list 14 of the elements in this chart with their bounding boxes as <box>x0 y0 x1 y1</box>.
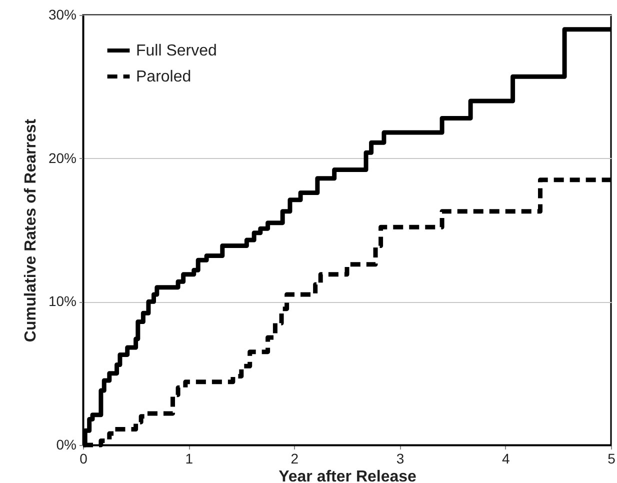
y-tick-label: 20% <box>48 150 76 166</box>
x-tick-label: 3 <box>396 450 404 466</box>
x-tick-label: 5 <box>608 450 616 466</box>
x-tick-label: 2 <box>290 450 299 466</box>
x-tick-label: 0 <box>80 450 88 466</box>
x-tick-label: 1 <box>185 450 194 466</box>
y-tick-label: 10% <box>48 293 76 310</box>
legend-label: Paroled <box>136 68 192 86</box>
x-tick-label: 4 <box>502 450 510 466</box>
y-tick-label: 30% <box>48 6 76 22</box>
x-axis-title: Year after Release <box>278 468 417 483</box>
y-axis-title: Cumulative Rates of Rearrest <box>22 118 40 342</box>
y-tick-label: 0% <box>56 436 76 452</box>
legend-label: Full Served <box>136 42 217 60</box>
